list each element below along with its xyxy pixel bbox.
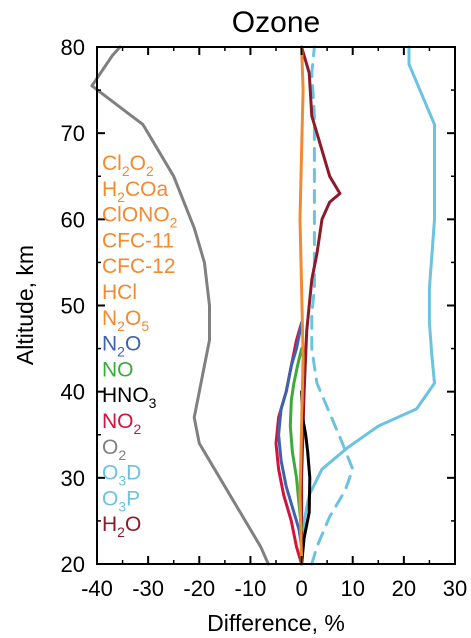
plot-area: -40 -30 -20 -10 0 10 20 30 20 30 40 50 60 70 80 bbox=[61, 35, 468, 601]
series-line-6 bbox=[288, 347, 304, 531]
legend-entry: CFC-12 bbox=[102, 255, 176, 278]
y-tick-label: 80 bbox=[61, 35, 85, 60]
y-tick-label: 30 bbox=[61, 466, 85, 491]
x-axis-label: Difference, % bbox=[207, 610, 345, 636]
legend-entry: NO2 bbox=[102, 410, 142, 437]
legend-entry: O3P bbox=[102, 487, 140, 514]
legend-entry: O3D bbox=[102, 462, 141, 489]
legend-entry: H2COa bbox=[102, 178, 168, 205]
legend: Cl2O2H2COaClONO2CFC-11CFC-12HClN2O5N2ONO… bbox=[102, 152, 178, 540]
y-tick-label: 60 bbox=[61, 207, 85, 232]
series-line-2 bbox=[310, 45, 355, 566]
series-line-5 bbox=[277, 321, 304, 549]
x-tick-label: 20 bbox=[392, 576, 416, 601]
x-tick-label: 10 bbox=[340, 576, 364, 601]
legend-entry: H2O bbox=[102, 513, 141, 540]
y-tick-label: 40 bbox=[61, 380, 85, 405]
plot-frame bbox=[96, 46, 456, 565]
legend-entry: N2O5 bbox=[102, 307, 149, 334]
x-tick-label: -40 bbox=[81, 576, 113, 601]
x-tick-label: -20 bbox=[183, 576, 215, 601]
x-tick-label: -10 bbox=[235, 576, 267, 601]
y-tick-label: 70 bbox=[61, 121, 85, 146]
legend-entry: HCl bbox=[102, 281, 137, 304]
legend-entry: O2 bbox=[102, 436, 126, 463]
series-line-0 bbox=[90, 45, 270, 566]
x-tick-label: 0 bbox=[295, 576, 307, 601]
legend-entry: NO bbox=[102, 358, 134, 381]
legend-entry: N2O bbox=[102, 333, 141, 360]
legend-entry: HNO3 bbox=[102, 384, 157, 411]
series-line-8 bbox=[298, 45, 305, 566]
legend-entry: ClONO2 bbox=[102, 204, 178, 231]
y-axis-label: Altitude, km bbox=[12, 245, 38, 365]
legend-entry: CFC-11 bbox=[102, 229, 174, 252]
series-line-1 bbox=[300, 45, 436, 566]
series-line-3 bbox=[300, 45, 342, 566]
y-tick-label: 20 bbox=[61, 552, 85, 577]
x-tick-label: -30 bbox=[132, 576, 164, 601]
x-tick-label: 30 bbox=[443, 576, 467, 601]
chart-title: Ozone bbox=[232, 6, 320, 39]
legend-entry: Cl2O2 bbox=[102, 152, 154, 179]
y-tick-label: 50 bbox=[61, 294, 85, 319]
